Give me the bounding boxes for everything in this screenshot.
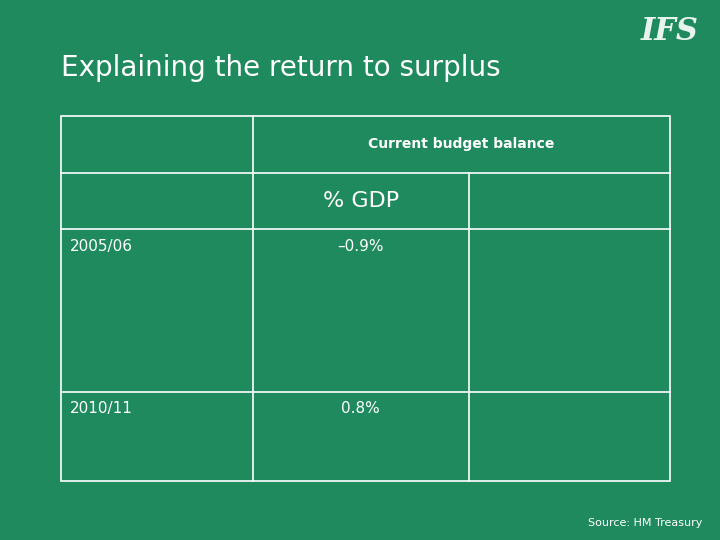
Text: 2010/11: 2010/11 — [70, 401, 132, 416]
Text: IFS: IFS — [641, 16, 698, 47]
Text: Current budget balance: Current budget balance — [368, 138, 554, 151]
Text: Explaining the return to surplus: Explaining the return to surplus — [61, 53, 501, 82]
Bar — [61, 116, 670, 481]
Text: 2005/06: 2005/06 — [70, 239, 133, 254]
Text: Source: HM Treasury: Source: HM Treasury — [588, 518, 702, 528]
Text: 0.8%: 0.8% — [341, 401, 380, 416]
Text: –0.9%: –0.9% — [338, 239, 384, 254]
Text: % GDP: % GDP — [323, 191, 399, 211]
